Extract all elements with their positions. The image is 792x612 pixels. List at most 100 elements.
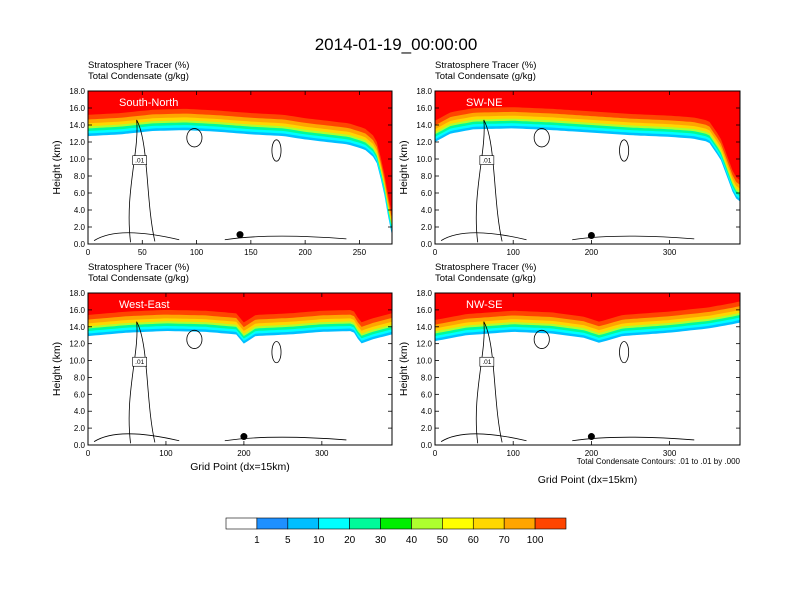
colorbar-label: 20 bbox=[344, 535, 356, 546]
colorbar-swatch bbox=[472, 517, 505, 530]
contour-line bbox=[93, 433, 180, 442]
condensate-contours bbox=[93, 119, 347, 243]
contour-footnote: Total Condensate Contours: .01 to .01 by… bbox=[577, 457, 741, 466]
x-tick-label: 150 bbox=[244, 248, 258, 257]
tracer-band bbox=[435, 293, 740, 322]
tracer-band bbox=[88, 91, 392, 215]
colorbar-swatch bbox=[380, 517, 412, 530]
y-tick-label: 16.0 bbox=[416, 306, 432, 315]
panel-title-line: Total Condensate (g/kg) bbox=[435, 273, 536, 284]
y-tick-label: 0.0 bbox=[421, 240, 433, 249]
plot-frame bbox=[434, 292, 741, 446]
colorbar-label: 1 bbox=[254, 535, 260, 546]
y-tick-label: 14.0 bbox=[416, 121, 432, 130]
y-tick-label: 10.0 bbox=[416, 155, 432, 164]
contour-line bbox=[271, 341, 282, 364]
colorbar-label: 60 bbox=[468, 535, 480, 546]
y-tick-label: 8.0 bbox=[74, 373, 86, 382]
x-tick-label: 200 bbox=[585, 449, 599, 458]
contour-line bbox=[186, 329, 203, 349]
colorbar-swatch bbox=[442, 517, 474, 530]
y-tick-label: 4.0 bbox=[421, 206, 433, 215]
x-tick-label: 200 bbox=[585, 248, 599, 257]
location-marker bbox=[587, 433, 595, 441]
y-tick-label: 18.0 bbox=[69, 87, 85, 96]
condensate-contours bbox=[93, 321, 347, 444]
plot-frame bbox=[87, 292, 393, 446]
x-tick-label: 300 bbox=[315, 449, 329, 458]
contour-line bbox=[186, 128, 203, 148]
panel-west-east: Stratosphere Tracer (%)Total Condensate … bbox=[51, 262, 393, 473]
x-tick-label: 0 bbox=[86, 248, 91, 257]
condensate-contours bbox=[440, 321, 695, 444]
contour-label-box bbox=[479, 155, 495, 165]
y-tick-label: 8.0 bbox=[421, 172, 433, 181]
y-tick-label: 14.0 bbox=[69, 323, 85, 332]
panel-south-north: Stratosphere Tracer (%)Total Condensate … bbox=[51, 60, 393, 257]
contour-line bbox=[533, 329, 550, 349]
panel-title-line: Total Condensate (g/kg) bbox=[88, 273, 189, 284]
contour-label: .01 bbox=[135, 359, 144, 366]
y-tick-label: 16.0 bbox=[69, 306, 85, 315]
y-tick-label: 2.0 bbox=[74, 223, 86, 232]
x-axis-label: Grid Point (dx=15km) bbox=[190, 461, 290, 473]
y-tick-label: 14.0 bbox=[69, 121, 85, 130]
x-tick-label: 100 bbox=[507, 449, 521, 458]
y-tick-label: 0.0 bbox=[74, 441, 86, 450]
x-tick-label: 200 bbox=[298, 248, 312, 257]
x-tick-label: 100 bbox=[507, 248, 521, 257]
contour-line bbox=[271, 139, 282, 162]
y-tick-label: 8.0 bbox=[74, 172, 86, 181]
colorbar-label: 40 bbox=[406, 535, 418, 546]
contour-line bbox=[128, 321, 156, 444]
y-tick-label: 4.0 bbox=[74, 206, 86, 215]
contour-label: .01 bbox=[482, 158, 491, 165]
colorbar-swatch bbox=[349, 517, 381, 530]
panel-title-line: Stratosphere Tracer (%) bbox=[435, 262, 536, 273]
y-tick-label: 14.0 bbox=[416, 323, 432, 332]
location-marker bbox=[587, 232, 595, 239]
y-tick-label: 12.0 bbox=[416, 340, 432, 349]
contour-line bbox=[440, 232, 527, 241]
plot-frame bbox=[434, 90, 741, 245]
contour-label-box bbox=[479, 356, 495, 367]
contour-label: .01 bbox=[135, 158, 144, 165]
y-tick-label: 0.0 bbox=[421, 441, 433, 450]
contour-line bbox=[224, 436, 347, 442]
x-tick-label: 200 bbox=[237, 449, 251, 458]
y-tick-label: 10.0 bbox=[416, 357, 432, 366]
colorbar-swatch bbox=[503, 517, 536, 530]
y-axis-label: Height (km) bbox=[398, 342, 410, 396]
x-tick-label: 0 bbox=[433, 449, 438, 458]
colorbar: 1 5 10 20 30 40 50 60 70 100 bbox=[225, 517, 567, 546]
y-tick-label: 12.0 bbox=[416, 138, 432, 147]
panels: Stratosphere Tracer (%)Total Condensate … bbox=[51, 60, 741, 486]
region-label: West-East bbox=[119, 299, 170, 311]
region-label: SW-NE bbox=[466, 97, 502, 109]
colorbar-swatch bbox=[287, 517, 320, 530]
y-tick-label: 4.0 bbox=[421, 407, 433, 416]
colorbar-label: 50 bbox=[437, 535, 449, 546]
colorbar-swatch bbox=[256, 517, 289, 530]
x-tick-label: 50 bbox=[138, 248, 147, 257]
tracer-field bbox=[435, 91, 740, 202]
contour-line bbox=[619, 139, 630, 162]
tracer-field bbox=[88, 293, 392, 344]
y-axis-label: Height (km) bbox=[51, 342, 63, 396]
tracer-field bbox=[435, 293, 740, 343]
contour-label-box bbox=[132, 356, 147, 367]
contour-line bbox=[224, 235, 347, 241]
region-label: NW-SE bbox=[466, 299, 502, 311]
y-tick-label: 10.0 bbox=[69, 357, 85, 366]
y-tick-label: 2.0 bbox=[421, 424, 433, 433]
contour-line bbox=[572, 436, 695, 442]
tracer-band bbox=[435, 91, 740, 181]
plot-frame bbox=[87, 90, 393, 245]
y-tick-label: 6.0 bbox=[421, 390, 433, 399]
x-tick-label: 0 bbox=[86, 449, 91, 458]
region-label: South-North bbox=[119, 97, 178, 109]
location-marker bbox=[240, 433, 248, 441]
x-axis-label: Grid Point (dx=15km) bbox=[538, 474, 638, 486]
panel-title-line: Stratosphere Tracer (%) bbox=[88, 262, 189, 273]
panel-sw-ne: Stratosphere Tracer (%)Total Condensate … bbox=[398, 60, 741, 257]
